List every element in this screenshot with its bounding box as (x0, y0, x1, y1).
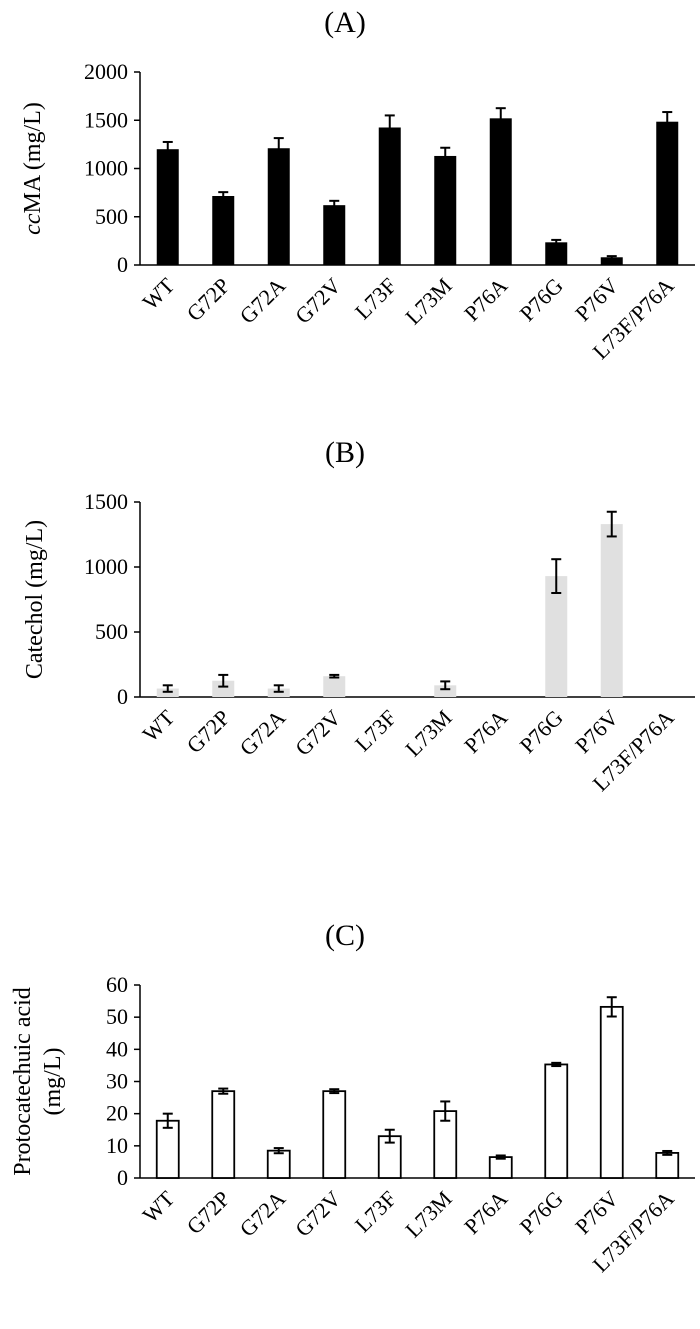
chart-title: (C) (325, 919, 365, 952)
chart-panel-1: (B) 0 500 1000 1500 Catechol (mg/L) WT G72P G72A… (22, 436, 695, 796)
y-axis-label-italic: cc (20, 213, 46, 235)
bar-P76G (545, 576, 568, 697)
x-tick-label: L73F (350, 705, 401, 756)
bar-WT (155, 1119, 180, 1179)
chart-panel-2: (C) 0 10 20 30 40 50 60 Protocatechuic acid (mg/L… (10, 919, 695, 1277)
y-tick-label: 0 (117, 252, 128, 277)
x-tick-label: G72A (235, 705, 291, 761)
x-tick-label: P76A (459, 1186, 512, 1239)
y-tick-label: 500 (95, 204, 128, 229)
bar-P76V (600, 524, 623, 697)
bar-G72P (212, 196, 235, 265)
bar-P76G (544, 1063, 569, 1179)
y-tick-label: 1000 (84, 554, 128, 579)
y-tick-label: 60 (106, 972, 128, 997)
bar-G72P (211, 1090, 236, 1179)
y-tick-label: 0 (117, 684, 128, 709)
x-tick-label: P76A (459, 705, 512, 758)
y-tick-label: 1500 (84, 489, 128, 514)
bar-G72V (322, 1090, 347, 1179)
x-tick-label: WT (137, 272, 179, 314)
x-tick-label: G72V (290, 1186, 346, 1242)
y-axis-label: ccMA (mg/L) (20, 102, 46, 235)
x-tick-label: G72A (235, 273, 291, 329)
y-axis-label-rest: MA (mg/L) (20, 102, 46, 213)
x-tick-label: P76G (515, 705, 568, 758)
y-tick-label: 20 (106, 1101, 128, 1126)
x-tick-label: L73M (400, 705, 457, 762)
x-tick-label: G72V (290, 273, 346, 329)
chart-title: (B) (325, 436, 365, 469)
x-tick-label: L73M (400, 273, 457, 330)
x-tick-label: L73F (350, 1186, 401, 1237)
y-tick-label: 500 (95, 619, 128, 644)
x-tick-label: G72P (182, 705, 235, 758)
x-tick-label: WT (137, 1185, 179, 1227)
x-tick-label: L73F (350, 273, 401, 324)
bar-P76G (545, 242, 568, 265)
y-axis-label-line: Protocatechuic acid (10, 987, 36, 1176)
y-tick-label: 30 (106, 1069, 128, 1094)
x-tick-label: G72P (182, 1186, 235, 1239)
x-tick-label: G72V (290, 705, 346, 761)
bar-G72V (323, 205, 346, 265)
y-tick-label: 40 (106, 1036, 128, 1061)
y-axis-label: Catechol (mg/L) (22, 520, 48, 679)
y-tick-label: 50 (106, 1004, 128, 1029)
bar-G72P (212, 680, 235, 697)
y-tick-label: 2000 (84, 59, 128, 84)
bar-WT (156, 149, 179, 265)
bar-L73M (434, 685, 457, 697)
bar-P76A (488, 1156, 513, 1179)
y-tick-label: 10 (106, 1133, 128, 1158)
chart-panel-0: (A) 0 500 1000 1500 2000 ccMA (mg/L) WT G72P G72A… (20, 6, 695, 364)
bar-L73F (378, 127, 401, 265)
x-tick-label: L73M (400, 1186, 457, 1243)
y-tick-label: 1500 (84, 107, 128, 132)
bar-G72A (267, 148, 290, 265)
y-tick-label: 1000 (84, 156, 128, 181)
x-tick-label: WT (137, 704, 179, 746)
bar-L73F/P76A (656, 121, 679, 265)
bar-P76A (489, 118, 512, 265)
bar-P76V (599, 1005, 624, 1179)
bar-L73M (434, 155, 457, 265)
bar-P76V (600, 257, 623, 265)
bar-G72A (266, 1149, 291, 1179)
x-tick-label: P76G (515, 273, 568, 326)
x-tick-label: P76G (515, 1186, 568, 1239)
x-tick-label: G72A (235, 1186, 291, 1242)
chart-title: (A) (324, 6, 366, 39)
bar-G72V (323, 676, 346, 697)
x-tick-label: G72P (182, 273, 235, 326)
y-axis-label-line: (mg/L) (40, 1048, 66, 1116)
bar-L73F/P76A (655, 1152, 680, 1179)
x-tick-label: P76A (459, 273, 512, 326)
y-tick-label: 0 (117, 1165, 128, 1190)
